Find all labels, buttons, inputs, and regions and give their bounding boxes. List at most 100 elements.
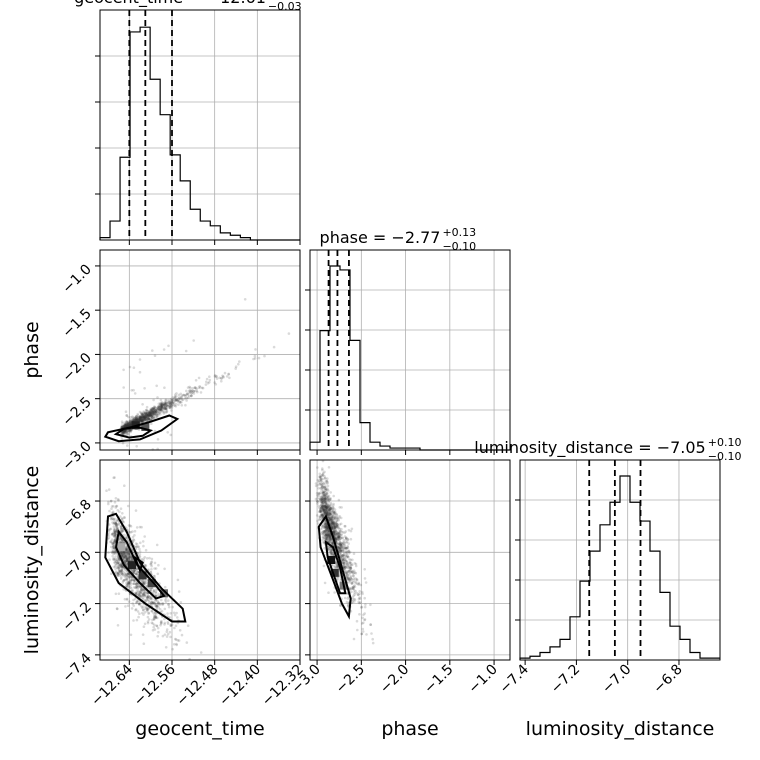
scatter-point-geocent_time-phase (176, 400, 180, 403)
scatter-point-geocent_time-phase (129, 430, 132, 434)
scatter-point-geocent_time-phase (190, 391, 193, 395)
scatter-point-geocent_time-luminosity_distance (132, 569, 136, 572)
scatter-point-geocent_time-phase (128, 365, 132, 369)
ytick-label-phase-3: −1.5 (59, 306, 94, 341)
scatter-point-phase-luminosity_distance (329, 498, 332, 501)
scatter-point-geocent_time-phase (164, 405, 167, 408)
scatter-point-phase-luminosity_distance (354, 564, 358, 568)
scatter-point-geocent_time-phase (188, 388, 192, 392)
scatter-point-geocent_time-phase (152, 398, 155, 402)
scatter-point-geocent_time-phase (161, 403, 164, 407)
scatter-point-phase-luminosity_distance (331, 552, 334, 555)
scatter-point-geocent_time-phase (122, 368, 125, 372)
scatter-point-geocent_time-phase (151, 411, 155, 415)
scatter-point-geocent_time-phase (135, 419, 138, 422)
scatter-point-geocent_time-phase (175, 399, 178, 402)
scatter-point-geocent_time-phase (147, 413, 151, 417)
scatter-point-geocent_time-luminosity_distance (126, 604, 130, 607)
scatter-point-phase-luminosity_distance (345, 561, 348, 564)
scatter-point-phase-luminosity_distance (350, 570, 354, 574)
scatter-point-geocent_time-phase (144, 408, 148, 412)
scatter-point-phase-luminosity_distance (348, 561, 351, 565)
scatter-point-geocent_time-phase (151, 407, 154, 410)
scatter-point-phase-luminosity_distance (328, 547, 332, 550)
scatter-point-geocent_time-phase (135, 419, 139, 422)
scatter-point-geocent_time-phase (145, 417, 149, 420)
scatter-point-geocent_time-phase (152, 407, 155, 411)
scatter-point-geocent_time-phase (142, 415, 145, 418)
scatter-point-geocent_time-luminosity_distance (107, 500, 110, 504)
scatter-point-geocent_time-luminosity_distance (114, 557, 117, 561)
scatter-point-geocent_time-phase (181, 393, 185, 397)
scatter-point-geocent_time-phase (169, 405, 173, 408)
scatter-point-geocent_time-luminosity_distance (156, 634, 159, 638)
scatter-point-geocent_time-phase (142, 415, 145, 418)
scatter-point-geocent_time-phase (145, 415, 149, 419)
scatter-point-phase-luminosity_distance (342, 542, 346, 545)
scatter-point-geocent_time-phase (123, 424, 126, 428)
scatter-point-geocent_time-phase (164, 411, 168, 414)
scatter-point-geocent_time-phase (139, 416, 143, 419)
scatter-point-geocent_time-phase (142, 417, 145, 421)
scatter-point-geocent_time-phase (156, 407, 160, 411)
scatter-point-geocent_time-phase (132, 419, 135, 422)
scatter-point-geocent_time-phase (146, 418, 149, 422)
scatter-point-geocent_time-phase (165, 408, 168, 411)
scatter-point-geocent_time-phase (149, 411, 152, 415)
scatter-point-geocent_time-phase (122, 424, 126, 428)
scatter-point-phase-luminosity_distance (324, 502, 328, 506)
scatter-point-geocent_time-phase (171, 401, 175, 404)
scatter-point-geocent_time-phase (148, 414, 152, 417)
histogram-geocent_time (99, 26, 301, 241)
scatter-point-phase-luminosity_distance (321, 468, 324, 472)
scatter-point-geocent_time-phase (159, 407, 162, 411)
scatter-point-geocent_time-phase (148, 411, 151, 415)
scatter-point-geocent_time-luminosity_distance (179, 601, 183, 604)
scatter-point-geocent_time-phase (272, 345, 276, 349)
scatter-point-geocent_time-phase (149, 415, 153, 419)
scatter-point-phase-luminosity_distance (357, 600, 361, 604)
scatter-point-geocent_time-phase (134, 418, 138, 422)
scatter-point-geocent_time-luminosity_distance (115, 528, 119, 531)
scatter-point-geocent_time-phase (141, 419, 144, 423)
scatter-point-geocent_time-phase (150, 408, 153, 412)
scatter-point-geocent_time-luminosity_distance (157, 563, 160, 567)
scatter-point-geocent_time-phase (129, 416, 132, 419)
scatter-point-geocent_time-phase (153, 407, 157, 410)
scatter-point-geocent_time-phase (184, 349, 188, 353)
scatter-point-geocent_time-phase (154, 410, 158, 414)
scatter-point-geocent_time-phase (163, 407, 166, 411)
scatter-point-geocent_time-luminosity_distance (178, 629, 182, 632)
scatter-point-geocent_time-luminosity_distance (155, 624, 158, 628)
scatter-point-geocent_time-phase (192, 389, 195, 393)
scatter-point-phase-luminosity_distance (315, 514, 319, 517)
scatter-point-geocent_time-phase (124, 424, 127, 427)
scatter-point-phase-luminosity_distance (350, 563, 353, 567)
scatter-point-geocent_time-phase (127, 421, 130, 425)
scatter-point-geocent_time-phase (137, 418, 140, 422)
scatter-point-geocent_time-phase (127, 422, 130, 426)
scatter-point-geocent_time-phase (148, 411, 151, 415)
scatter-point-geocent_time-phase (189, 389, 193, 393)
scatter-point-geocent_time-phase (141, 420, 145, 423)
scatter-point-geocent_time-phase (160, 404, 164, 408)
scatter-point-geocent_time-phase (139, 419, 143, 423)
scatter-point-geocent_time-phase (165, 410, 169, 414)
scatter-point-geocent_time-phase (171, 402, 175, 406)
scatter-point-geocent_time-phase (129, 423, 132, 427)
scatter-point-geocent_time-phase (131, 415, 134, 419)
scatter-point-geocent_time-phase (192, 390, 195, 393)
scatter-point-geocent_time-phase (204, 383, 208, 386)
scatter-point-geocent_time-luminosity_distance (121, 573, 125, 576)
scatter-point-geocent_time-phase (120, 437, 124, 441)
scatter-point-geocent_time-phase (148, 414, 152, 417)
scatter-point-geocent_time-phase (157, 405, 161, 409)
scatter-point-geocent_time-phase (180, 404, 184, 407)
scatter-point-geocent_time-phase (154, 411, 157, 414)
scatter-point-geocent_time-phase (143, 413, 147, 416)
scatter-point-geocent_time-luminosity_distance (114, 551, 117, 555)
scatter-point-geocent_time-phase (152, 411, 155, 415)
scatter-point-geocent_time-phase (150, 413, 154, 416)
scatter-point-geocent_time-phase (147, 411, 150, 414)
scatter-point-geocent_time-luminosity_distance (141, 633, 145, 636)
